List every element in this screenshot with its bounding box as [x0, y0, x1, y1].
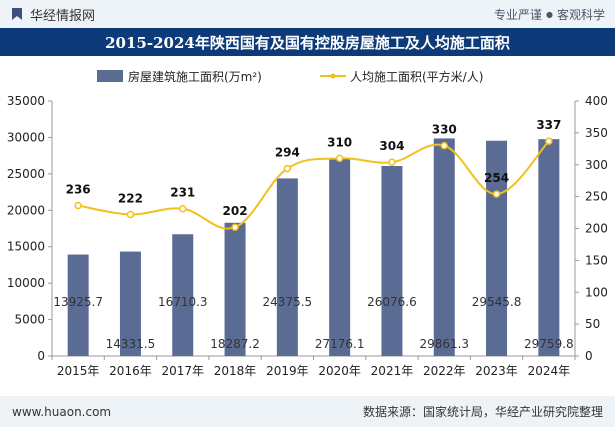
x-tick-label: 2021年: [371, 364, 414, 378]
y-right-tick-label: 50: [585, 317, 600, 331]
line-value-label: 254: [484, 171, 509, 185]
line-value-label: 202: [223, 204, 248, 218]
y-right-tick-label: 0: [585, 349, 593, 363]
bar: [381, 166, 403, 356]
bar: [329, 158, 351, 356]
tagline-left: 专业严谨: [493, 7, 542, 22]
line-point: [179, 204, 187, 213]
bar: [67, 254, 89, 356]
line-point: [440, 141, 448, 150]
bar-value-label: 27176.1: [315, 337, 365, 351]
line-point: [388, 158, 396, 166]
top-banner: 华经情报网 专业严谨 ● 客观科学: [0, 0, 615, 28]
bar-value-label: 14331.5: [106, 337, 156, 351]
tagline: 专业严谨 ● 客观科学: [494, 6, 605, 23]
line-value-label: 330: [432, 123, 457, 137]
bar: [276, 178, 298, 356]
line-point: [74, 201, 82, 210]
line-point: [231, 223, 239, 231]
bar: [538, 139, 560, 356]
legend-line-marker: [330, 73, 336, 79]
bar-value-label: 18287.2: [210, 337, 260, 351]
series-line: [77, 140, 550, 230]
bar: [172, 234, 194, 356]
line-point: [492, 190, 501, 198]
bar: [224, 222, 246, 356]
y-left-tick-label: 20000: [7, 203, 45, 217]
y-left-tick-label: 35000: [7, 94, 45, 108]
tagline-dot: ●: [546, 9, 553, 19]
brand-name: 华经情报网: [30, 8, 96, 24]
x-tick-label: 2023年: [475, 364, 518, 378]
line-value-label: 222: [118, 191, 143, 205]
bookmark-logo-icon: [12, 8, 22, 20]
line-value-label: 337: [536, 118, 561, 132]
legend-bar-label: 房屋建筑施工面积(万m²): [128, 69, 262, 84]
legend-line-label: 人均施工面积(平方米/人): [350, 69, 483, 84]
y-left-tick-label: 30000: [7, 130, 45, 144]
y-left-tick-label: 25000: [7, 167, 45, 181]
x-tick-label: 2019年: [266, 364, 309, 378]
y-right-tick-label: 300: [585, 158, 608, 172]
x-tick-label: 2022年: [423, 364, 466, 378]
y-right-tick-label: 400: [585, 94, 608, 108]
y-left-tick-label: 10000: [7, 276, 45, 290]
legend-bar-swatch: [97, 70, 123, 82]
x-tick-label: 2015年: [57, 364, 100, 378]
line-value-label: 294: [275, 146, 300, 160]
y-right-tick-label: 250: [585, 190, 608, 204]
y-left-tick-label: 15000: [7, 240, 45, 254]
line-value-label: 236: [66, 183, 91, 197]
bar: [486, 140, 508, 356]
bar-value-label: 29861.3: [419, 337, 469, 351]
y-right-tick-label: 350: [585, 126, 608, 140]
chart-title: 2015-2024年陕西国有及国有控股房屋施工及人均施工面积: [0, 28, 615, 56]
line-value-label: 304: [379, 139, 404, 153]
x-tick-label: 2017年: [161, 364, 204, 378]
bar-value-label: 24375.5: [263, 295, 313, 309]
bar-value-label: 13925.7: [53, 295, 103, 309]
line-point: [126, 210, 135, 219]
line-value-label: 231: [170, 186, 195, 200]
tagline-right: 客观科学: [556, 7, 605, 22]
line-point: [283, 164, 292, 173]
y-left-tick-label: 5000: [14, 313, 45, 327]
bar-value-label: 26076.6: [367, 295, 417, 309]
bar-value-label: 29545.8: [472, 295, 522, 309]
x-tick-label: 2024年: [528, 364, 571, 378]
x-tick-label: 2018年: [214, 364, 257, 378]
y-right-tick-label: 100: [585, 285, 608, 299]
x-tick-label: 2016年: [109, 364, 152, 378]
brand: 华经情报网: [10, 5, 95, 24]
bar-value-label: 16710.3: [158, 295, 208, 309]
y-left-tick-label: 0: [37, 349, 45, 363]
line-value-label: 310: [327, 135, 352, 149]
chart-area: 房屋建筑施工面积(万m²) 人均施工面积(平方米/人)05000100001500…: [7, 69, 608, 378]
footer-url[interactable]: www.huaon.com: [12, 404, 112, 419]
x-tick-label: 2020年: [318, 364, 361, 378]
y-right-tick-label: 200: [585, 222, 608, 236]
bar-value-label: 29759.8: [524, 337, 574, 351]
bar: [119, 251, 141, 356]
line-point: [545, 137, 553, 145]
footer: www.huaon.com 数据来源：国家统计局，华经产业研究院整理: [0, 396, 615, 427]
footer-source: 数据来源：国家统计局，华经产业研究院整理: [362, 405, 603, 419]
bar: [433, 138, 455, 356]
line-point: [335, 154, 344, 163]
y-right-tick-label: 150: [585, 253, 608, 267]
